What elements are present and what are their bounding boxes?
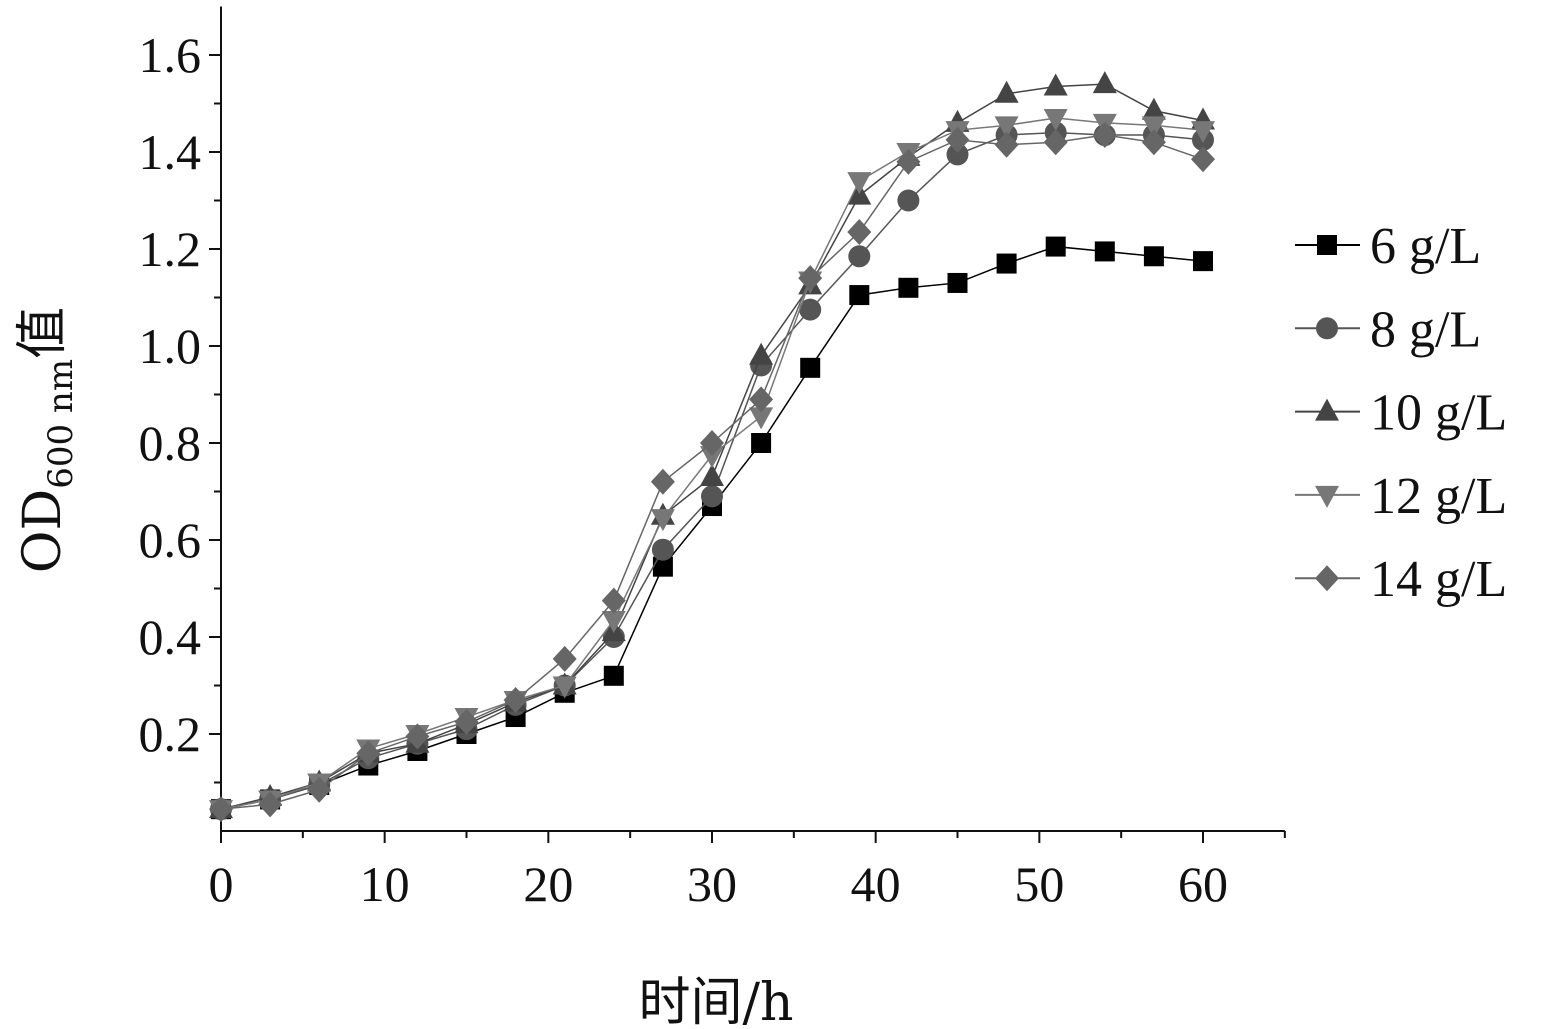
axes: 0 10 20 30 40 50 60 0.2 0.4 0.6 0.8 1.0 1.2 1.4 1.6 [139, 6, 1286, 912]
data-point [601, 611, 626, 634]
data-point [847, 172, 872, 195]
data-point [1191, 146, 1215, 173]
data-point [799, 298, 822, 321]
data-point [849, 285, 870, 306]
data-point [1043, 73, 1068, 96]
data-point [552, 676, 577, 699]
x-tick-label: 50 [1014, 856, 1064, 912]
data-point [601, 587, 626, 614]
data-point [798, 265, 823, 292]
legend-label: 8 g/L [1370, 301, 1481, 358]
data-point [652, 556, 673, 577]
data-point [1141, 97, 1166, 120]
data-point [947, 272, 968, 293]
legend-marker [1315, 398, 1339, 421]
x-tick-label: 20 [523, 856, 573, 912]
x-tick-label: 40 [851, 856, 901, 912]
legend-item: 12 g/L [1295, 468, 1507, 525]
x-tick-label: 0 [209, 856, 234, 912]
data-point [650, 468, 675, 495]
data-point [994, 116, 1019, 139]
data-point [751, 433, 772, 453]
data-point [1045, 236, 1066, 257]
data-point [258, 791, 283, 818]
data-point [896, 148, 921, 175]
legend-marker [1315, 565, 1339, 592]
legend-marker [1315, 485, 1339, 508]
data-point [603, 665, 624, 686]
data-point [356, 740, 381, 767]
series-line [220, 245, 1204, 810]
data-point [1193, 251, 1213, 272]
legend-label: 14 g/L [1370, 551, 1507, 608]
series-14-g-L [209, 122, 1215, 823]
data-point [700, 463, 724, 486]
y-tick-label: 1.0 [139, 318, 202, 374]
data-point [946, 143, 969, 166]
series-6-g-L [211, 236, 1213, 820]
x-axis-title: 时间/h [638, 973, 793, 1029]
data-point [945, 126, 970, 153]
data-point [749, 407, 774, 430]
x-tick-label: 10 [360, 856, 410, 912]
y-tick-label: 1.4 [139, 124, 202, 180]
data-point [1141, 129, 1166, 156]
legend: 6 g/L 8 g/L 10 g/L 12 g/L 14 g/L [1295, 218, 1507, 608]
legend-item: 6 g/L [1295, 218, 1481, 275]
data-point [454, 708, 479, 735]
series-group [209, 71, 1215, 823]
data-point [1092, 71, 1117, 94]
data-point [1092, 122, 1117, 149]
data-point [897, 189, 920, 212]
data-point [996, 253, 1017, 274]
data-point [1043, 129, 1068, 156]
data-point [700, 430, 724, 456]
x-tick-label: 30 [687, 856, 737, 912]
legend-item: 8 g/L [1295, 301, 1481, 358]
data-point [1143, 246, 1164, 267]
legend-item: 14 g/L [1295, 551, 1507, 608]
data-point [503, 687, 528, 714]
x-tick-label: 60 [1178, 856, 1228, 912]
data-point [994, 80, 1019, 103]
legend-label: 6 g/L [1370, 218, 1481, 275]
data-point [898, 277, 919, 298]
data-point [701, 485, 723, 508]
data-point [847, 219, 872, 246]
data-point [994, 131, 1019, 158]
y-tick-label: 0.6 [139, 512, 202, 568]
data-point [1043, 109, 1068, 132]
legend-item: 10 g/L [1295, 385, 1507, 442]
y-tick-label: 1.6 [139, 27, 202, 83]
data-point [552, 645, 577, 672]
data-point [307, 776, 332, 803]
data-point [1094, 241, 1115, 262]
data-point [800, 357, 821, 378]
y-axis-title-suffix: 值 [13, 307, 73, 359]
y-tick-label: 1.2 [139, 221, 202, 277]
legend-marker [1316, 317, 1338, 340]
y-axis-title-subscript: 600 nm [41, 359, 81, 489]
data-point [1191, 121, 1215, 144]
y-axis-title: OD600 nm值 [13, 307, 81, 573]
data-point [700, 446, 724, 469]
y-tick-label: 0.2 [139, 706, 202, 762]
y-tick-label: 0.4 [139, 609, 202, 665]
legend-label: 10 g/L [1370, 385, 1507, 442]
data-point [749, 342, 774, 365]
legend-marker [1317, 235, 1337, 255]
data-point [1141, 116, 1166, 139]
legend-label: 12 g/L [1370, 468, 1507, 525]
y-axis-title-main: OD [13, 489, 73, 573]
data-point [650, 509, 675, 532]
data-point [651, 538, 674, 561]
data-point [405, 723, 430, 750]
data-point [209, 796, 233, 823]
series-12-g-L [209, 109, 1215, 823]
data-point [749, 386, 774, 413]
y-tick-label: 0.8 [139, 415, 202, 471]
data-point [848, 245, 871, 268]
